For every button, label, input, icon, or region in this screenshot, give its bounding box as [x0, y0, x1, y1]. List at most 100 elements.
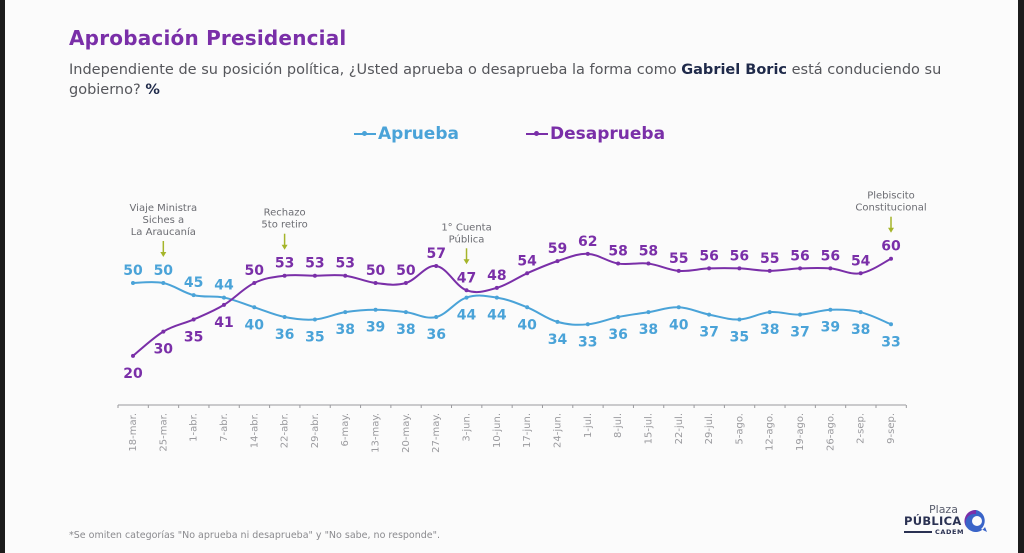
data-label-desaprueba: 50 [396, 263, 416, 279]
data-point-aprueba [646, 310, 651, 315]
data-label-desaprueba: 41 [214, 315, 233, 331]
x-tick-label: 20-may. [401, 413, 412, 453]
x-tick-label: 9-sep. [886, 413, 897, 444]
data-point-desaprueba [221, 302, 226, 307]
data-point-desaprueba [464, 288, 469, 293]
annotation-label: Rechazo [264, 208, 306, 219]
series-line-desaprueba [132, 252, 892, 357]
data-label-desaprueba: 30 [154, 342, 174, 358]
data-point-aprueba [191, 293, 196, 298]
data-label-aprueba: 40 [669, 317, 689, 333]
x-tick-label: 15-jul. [643, 413, 654, 444]
data-label-desaprueba: 58 [639, 244, 658, 260]
legend: Aprueba Desaprueba [5, 124, 1018, 148]
data-label-aprueba: 39 [366, 320, 385, 336]
data-label-desaprueba: 47 [457, 270, 476, 286]
annotation-label: Constitucional [855, 203, 926, 214]
data-point-desaprueba [676, 268, 681, 273]
data-label-desaprueba: 53 [305, 256, 324, 272]
x-tick-label: 27-may. [431, 413, 442, 453]
legend-label-aprueba: Aprueba [378, 124, 459, 144]
data-label-desaprueba: 54 [851, 253, 871, 269]
x-tick-label: 25-mar. [158, 413, 169, 452]
data-point-aprueba [494, 295, 499, 300]
annotation-label: Siches a [142, 215, 184, 226]
data-point-aprueba [161, 281, 166, 285]
data-point-desaprueba [828, 266, 833, 271]
data-label-aprueba: 50 [123, 263, 143, 279]
data-point-desaprueba [282, 273, 287, 278]
subtitle-text: Independiente de su posición política, ¿… [69, 62, 682, 78]
data-label-aprueba: 40 [245, 317, 265, 333]
legend-swatch-aprueba [354, 131, 376, 136]
data-label-desaprueba: 53 [275, 256, 294, 272]
data-point-desaprueba [252, 281, 257, 285]
data-label-desaprueba: 48 [487, 268, 506, 284]
data-point-aprueba [343, 310, 348, 315]
x-tick-label: 13-may. [371, 413, 382, 453]
x-tick-label: 5-ago. [734, 413, 745, 445]
data-point-aprueba [252, 305, 257, 310]
data-point-aprueba [221, 295, 226, 300]
data-point-desaprueba [646, 261, 651, 266]
data-point-aprueba [616, 315, 621, 320]
x-tick-label: 14-abr. [249, 413, 260, 448]
data-point-desaprueba [737, 266, 742, 271]
data-point-desaprueba [525, 271, 530, 276]
data-point-desaprueba [373, 281, 378, 285]
plaza-publica-cadem-logo: Plaza PÚBLICA CADEM [895, 503, 990, 543]
data-label-aprueba: 40 [517, 317, 537, 333]
data-point-desaprueba [161, 329, 166, 334]
data-label-desaprueba: 57 [426, 246, 445, 262]
x-tick-label: 2-sep. [856, 413, 867, 444]
data-label-desaprueba: 60 [881, 239, 901, 255]
data-point-aprueba [555, 319, 560, 324]
legend-item-aprueba: Aprueba [354, 124, 459, 144]
x-tick-label: 12-ago. [765, 413, 776, 451]
annotation-label: 1° Cuenta [441, 222, 491, 233]
data-label-aprueba: 44 [214, 278, 234, 294]
data-label-desaprueba: 56 [699, 248, 718, 264]
data-label-aprueba: 36 [608, 327, 627, 343]
data-label-desaprueba: 55 [669, 251, 688, 267]
data-point-aprueba [798, 312, 803, 317]
logo-text-publica: PÚBLICA [904, 514, 962, 528]
data-label-desaprueba: 20 [123, 366, 143, 382]
data-point-desaprueba [312, 273, 317, 278]
data-point-aprueba [312, 317, 317, 322]
footnote: *Se omiten categorías "No aprueba ni des… [69, 530, 441, 541]
data-point-desaprueba [494, 285, 499, 290]
logo-text-plaza: Plaza [929, 503, 958, 516]
data-point-aprueba [828, 307, 833, 312]
data-point-desaprueba [767, 268, 772, 273]
data-label-desaprueba: 56 [821, 248, 840, 264]
subtitle-text-2: está conduciendo su gobierno? [69, 62, 942, 98]
data-label-aprueba: 44 [457, 308, 477, 324]
data-point-aprueba [858, 310, 863, 315]
data-point-aprueba [373, 307, 378, 312]
data-point-desaprueba [434, 263, 439, 268]
data-label-desaprueba: 58 [608, 244, 627, 260]
data-label-desaprueba: 56 [730, 248, 749, 264]
data-label-aprueba: 38 [851, 322, 870, 338]
data-point-aprueba [585, 322, 590, 327]
x-tick-label: 8-jul. [613, 413, 624, 438]
annotation-label: 5to retiro [261, 220, 307, 231]
data-point-aprueba [707, 312, 712, 317]
data-label-aprueba: 38 [760, 322, 779, 338]
x-tick-label: 29-jul. [704, 413, 715, 444]
data-point-desaprueba [131, 353, 135, 358]
x-tick-label: 19-ago. [795, 413, 806, 451]
subtitle-unit: % [145, 82, 160, 98]
data-label-aprueba: 44 [487, 308, 507, 324]
data-point-aprueba [737, 317, 742, 322]
data-label-desaprueba: 59 [548, 241, 567, 257]
legend-swatch-desaprueba [526, 131, 548, 136]
data-point-desaprueba [707, 266, 712, 271]
data-point-desaprueba [555, 259, 560, 264]
annotation-label: Pública [449, 233, 485, 245]
x-tick-label: 1-jul. [583, 413, 594, 438]
data-label-desaprueba: 55 [760, 251, 779, 267]
annotation-label: La Araucanía [131, 226, 196, 238]
x-tick-label: 17-jun. [522, 413, 533, 448]
